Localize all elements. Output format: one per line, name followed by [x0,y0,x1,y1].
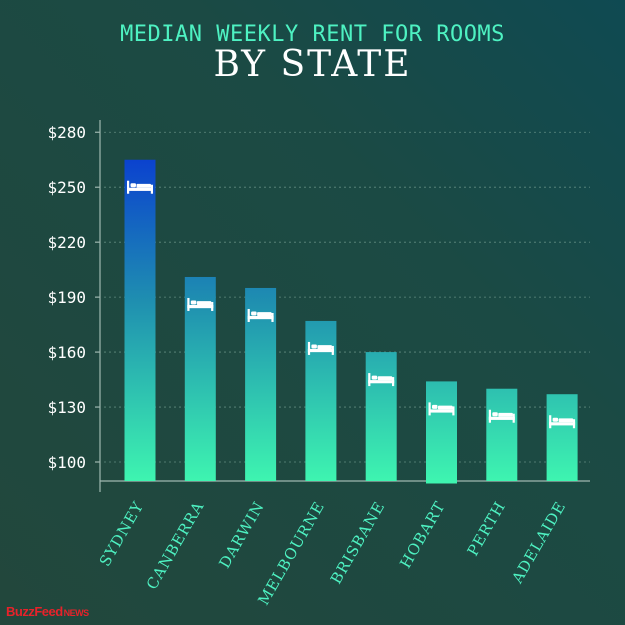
bar-sydney [124,159,156,481]
buzzfeed-news-logo: BuzzFeedNEWS [6,604,89,619]
y-tick-label: $280 [47,123,86,142]
bar-canberra [184,276,216,481]
y-tick-label: $160 [47,343,86,362]
x-tick-label: ADELAIDE [508,498,570,587]
y-tick-label: $130 [47,398,86,417]
chart-subtitle: BY STATE [213,44,412,85]
y-tick-label: $220 [47,233,86,252]
x-tick-label: MELBOURNE [254,498,328,608]
x-tick-label: HOBART [396,498,449,571]
y-tick-label: $190 [47,288,86,307]
bar-perth [486,388,518,481]
x-tick-label: BRISBANE [327,498,389,587]
y-tick-label: $100 [47,453,86,472]
bar-hobart [426,381,457,484]
x-tick-label: CANBERRA [143,498,208,593]
chart-title: MEDIAN WEEKLY RENT FOR ROOMS [120,22,505,47]
x-tick-label: DARWIN [215,498,268,571]
bar-brisbane [365,352,397,481]
x-tick-label: SYDNEY [96,498,148,570]
bar-darwin [245,287,277,481]
y-tick-label: $250 [47,178,86,197]
bar-adelaide [546,394,578,481]
x-tick-label: PERTH [464,498,510,559]
